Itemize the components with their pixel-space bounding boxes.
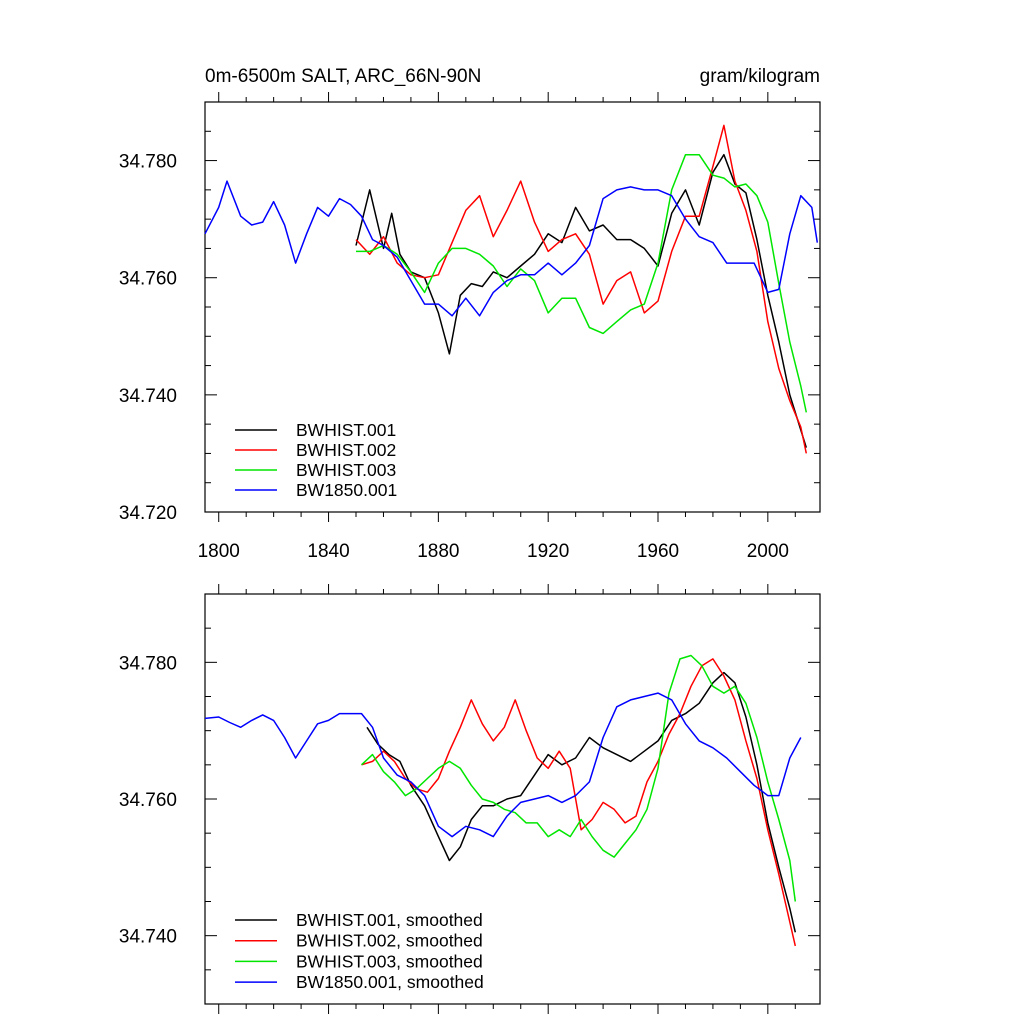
bottom-legend-label: BWHIST.002, smoothed [296,931,483,951]
bottom-ytick-label: 34.740 [119,927,177,948]
top-xtick-label-2000: 2000 [747,541,789,562]
top-ytick-label: 34.760 [119,269,177,290]
chart-title: 0m-6500m SALT, ARC_66N-90N [205,66,481,87]
bottom-line-bwhist-003-smoothed [360,654,797,902]
bottom-legend-label: BW1850.001, smoothed [296,972,484,992]
top-xtick-label-1800: 1800 [198,541,240,562]
top-series-lines [204,124,819,454]
bottom-legend-label: BWHIST.001, smoothed [296,910,483,930]
top-line-bwhist-001 [355,153,808,448]
top-xtick-label-1920: 1920 [527,541,569,562]
top-line-bwhist-003 [356,153,808,413]
top-line-bw1850-001 [204,180,819,317]
top-axes: 1800 1840 1880 1920 1960 2000 34.720 34.740 34.7… [119,92,820,562]
bottom-axes: 34.740 34.760 34.780 [119,584,820,1014]
top-legend-label: BWHIST.002 [296,440,396,460]
top-line-bwhist-002 [355,124,808,454]
top-ytick-label: 34.740 [119,386,177,407]
top-xtick-label-1880: 1880 [417,541,459,562]
bottom-ytick-label: 34.760 [119,790,177,811]
top-xtick-label-1960: 1960 [637,541,679,562]
bottom-line-bwhist-001-smoothed [366,671,797,933]
bottom-series-lines [204,654,802,947]
bottom-line-bwhist-002-smoothed [361,658,797,947]
top-legend-label: BWHIST.001 [296,420,396,440]
top-legend-label: BWHIST.003 [296,460,396,480]
top-ytick-label: 34.780 [119,152,177,173]
chart-units: gram/kilogram [700,66,820,87]
top-xtick-label-1840: 1840 [307,541,349,562]
bottom-ytick-label: 34.780 [119,653,177,674]
top-ytick-label: 34.720 [119,503,177,524]
bottom-legend-label: BWHIST.003, smoothed [296,951,483,971]
top-legend-label: BW1850.001 [296,480,397,500]
bottom-line-bw1850-001-smoothed [204,692,802,838]
